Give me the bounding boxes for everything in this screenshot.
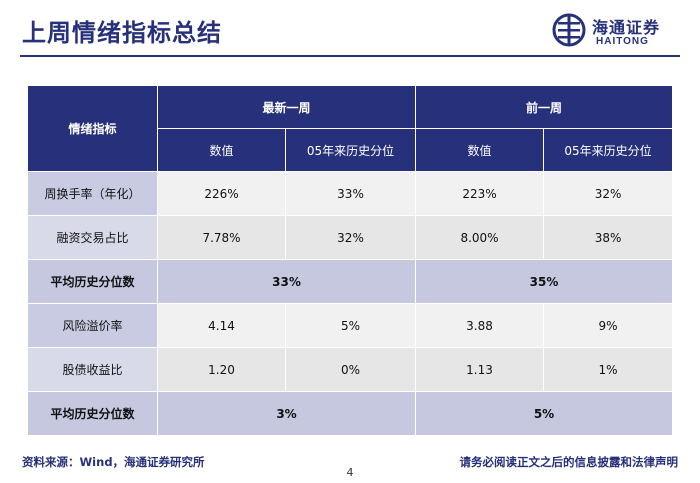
latest-percentile-cell: 33% xyxy=(284,171,417,216)
prev-percentile-cell: 38% xyxy=(543,215,674,260)
average-label: 平均历史分位数 xyxy=(27,391,158,436)
prev-percentile-cell: 9% xyxy=(543,303,674,348)
prev-value-cell: 3.88 xyxy=(415,303,545,348)
header-prev-week: 前一周 xyxy=(415,85,674,129)
source-note: 资料来源：Wind，海通证券研究所 xyxy=(22,455,205,469)
header-indicator: 情绪指标 xyxy=(27,85,158,172)
subheader-prev-percentile: 05年来历史分位 xyxy=(543,128,674,172)
latest-percentile-cell: 0% xyxy=(284,347,417,392)
latest-value-cell: 226% xyxy=(157,171,286,216)
subheader-latest-value: 数值 xyxy=(157,128,286,172)
logo-chinese-name: 海通证券 xyxy=(592,18,661,37)
logo-english-name: HAITONG xyxy=(596,36,649,47)
table-row: 股债收益比 1.20 0% 1.13 1% xyxy=(27,347,674,392)
subheader-prev-value: 数值 xyxy=(415,128,545,172)
prev-percentile-cell: 32% xyxy=(543,171,674,216)
row-label: 股债收益比 xyxy=(27,347,158,392)
average-label: 平均历史分位数 xyxy=(27,259,158,304)
table-row: 风险溢价率 4.14 5% 3.88 9% xyxy=(27,303,674,348)
prev-percentile-cell: 1% xyxy=(543,347,674,392)
haitong-logo-icon xyxy=(552,13,586,47)
title-divider xyxy=(20,55,680,57)
haitong-logo: 海通证券 HAITONG xyxy=(552,12,687,52)
header-latest-week: 最新一周 xyxy=(156,85,417,129)
latest-average-cell: 3% xyxy=(156,391,417,436)
page-title: 上周情绪指标总结 xyxy=(22,19,222,47)
table-subheader-row: 数值 05年来历史分位 数值 05年来历史分位 xyxy=(28,128,674,172)
latest-percentile-cell: 5% xyxy=(284,303,417,348)
row-label: 风险溢价率 xyxy=(27,303,158,348)
average-row: 平均历史分位数 3% 5% xyxy=(27,391,674,436)
page-number: 4 xyxy=(346,466,354,479)
table-row: 周换手率（年化） 226% 33% 223% 32% xyxy=(27,171,674,216)
prev-value-cell: 223% xyxy=(415,171,545,216)
sentiment-table: 情绪指标 最新一周 前一周 数值 05年来历史分位 数值 05年来历史分位 周换… xyxy=(27,85,674,436)
prev-average-cell: 5% xyxy=(415,391,674,436)
prev-value-cell: 1.13 xyxy=(415,347,545,392)
latest-value-cell: 7.78% xyxy=(157,215,286,260)
subheader-latest-percentile: 05年来历史分位 xyxy=(284,128,417,172)
prev-average-cell: 35% xyxy=(415,259,674,304)
latest-value-cell: 1.20 xyxy=(157,347,286,392)
latest-average-cell: 33% xyxy=(156,259,417,304)
latest-percentile-cell: 32% xyxy=(284,215,417,260)
row-label: 周换手率（年化） xyxy=(27,171,158,216)
row-label: 融资交易占比 xyxy=(27,215,158,260)
prev-value-cell: 8.00% xyxy=(415,215,545,260)
average-row: 平均历史分位数 33% 35% xyxy=(27,259,674,304)
table-row: 融资交易占比 7.78% 32% 8.00% 38% xyxy=(27,215,674,260)
table-header-row: 情绪指标 最新一周 前一周 xyxy=(27,85,674,172)
disclaimer-note: 请务必阅读正文之后的信息披露和法律声明 xyxy=(459,455,679,469)
latest-value-cell: 4.14 xyxy=(157,303,286,348)
